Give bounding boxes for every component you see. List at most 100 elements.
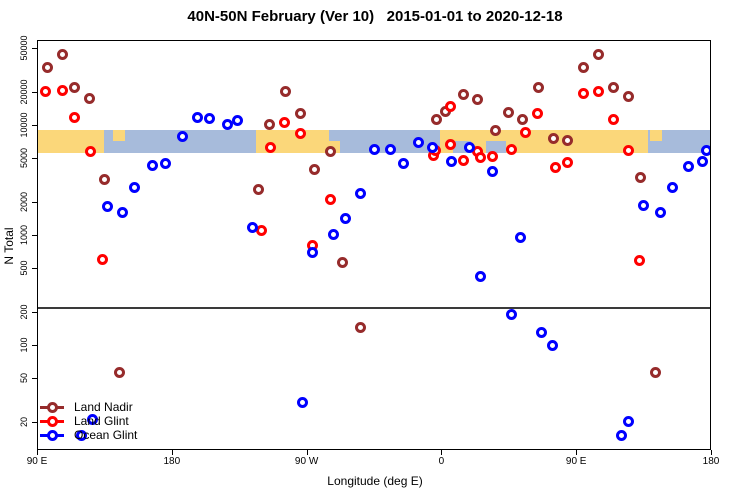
band-segment-land xyxy=(255,130,340,153)
y-tick xyxy=(32,91,37,93)
data-point-land-glint xyxy=(549,162,561,174)
x-axis-label: Longitude (deg E) xyxy=(327,474,423,488)
y-tick-label: 20 xyxy=(19,416,29,427)
data-point-land-glint xyxy=(486,150,498,162)
data-point-land-glint xyxy=(97,253,109,265)
y-tick xyxy=(32,311,37,313)
x-tick xyxy=(306,450,308,455)
data-point-land-nadir xyxy=(561,134,573,146)
data-point-land-glint xyxy=(474,151,486,163)
data-point-ocean-glint xyxy=(515,232,527,244)
data-point-land-glint xyxy=(593,86,605,98)
data-point-land-glint xyxy=(325,194,337,206)
data-point-land-nadir xyxy=(56,48,68,60)
data-point-ocean-glint xyxy=(76,430,88,442)
data-point-ocean-glint xyxy=(446,155,458,167)
data-point-ocean-glint xyxy=(623,416,635,428)
data-point-land-glint xyxy=(578,87,590,99)
data-point-land-nadir xyxy=(623,91,635,103)
data-point-ocean-glint xyxy=(128,182,140,194)
data-point-land-nadir xyxy=(593,48,605,60)
data-point-ocean-glint xyxy=(426,142,438,154)
data-point-land-glint xyxy=(295,127,307,139)
y-tick xyxy=(32,235,37,236)
data-point-ocean-glint xyxy=(506,308,518,320)
data-point-land-nadir xyxy=(253,183,265,195)
data-point-ocean-glint xyxy=(160,157,172,169)
data-point-land-glint xyxy=(265,141,277,153)
legend: Land Nadir Land Glint Ocean Glint xyxy=(40,400,137,442)
data-point-land-glint xyxy=(561,156,573,168)
data-point-land-glint xyxy=(608,113,620,125)
y-tick-label: 200 xyxy=(19,304,29,320)
x-tick xyxy=(171,450,173,455)
data-point-ocean-glint xyxy=(546,339,558,351)
x-tick-label: 0 xyxy=(438,456,445,467)
x-tick-label: 90 W xyxy=(294,456,319,467)
y-tick xyxy=(32,345,37,346)
legend-item-land-glint: Land Glint xyxy=(40,414,137,428)
data-point-ocean-glint xyxy=(340,213,352,225)
data-point-ocean-glint xyxy=(221,118,233,130)
data-point-land-nadir xyxy=(503,106,515,118)
data-point-land-nadir xyxy=(98,173,110,185)
x-tick xyxy=(37,450,38,455)
x-tick xyxy=(576,450,578,455)
data-point-ocean-glint xyxy=(191,112,203,124)
data-point-land-nadir xyxy=(41,62,53,74)
x-tick-label: 90 E xyxy=(565,456,587,467)
data-point-land-glint xyxy=(458,154,470,166)
data-point-land-nadir xyxy=(263,118,275,130)
data-point-ocean-glint xyxy=(368,143,380,155)
y-tick-label: 50 xyxy=(19,373,29,384)
data-point-land-nadir xyxy=(337,257,349,269)
data-point-land-glint xyxy=(444,101,456,113)
band-patch-land xyxy=(649,130,662,142)
y-tick xyxy=(32,158,37,160)
y-tick xyxy=(32,48,37,50)
data-point-land-nadir xyxy=(431,113,443,125)
data-point-ocean-glint xyxy=(146,159,158,171)
y-tick-label: 5000 xyxy=(19,148,29,169)
reference-line xyxy=(37,307,711,310)
y-tick-label: 1000 xyxy=(19,224,29,246)
data-point-ocean-glint xyxy=(116,207,128,219)
data-point-ocean-glint xyxy=(355,187,367,199)
y-tick-label: 100 xyxy=(19,337,29,353)
data-point-land-nadir xyxy=(489,124,501,136)
legend-item-land-nadir: Land Nadir xyxy=(40,400,137,414)
data-point-land-nadir xyxy=(516,113,528,125)
data-point-ocean-glint xyxy=(474,270,486,282)
y-tick xyxy=(32,378,37,380)
data-point-land-glint xyxy=(444,138,456,150)
data-point-ocean-glint xyxy=(101,201,113,213)
data-point-land-glint xyxy=(68,111,80,123)
x-tick-label: 90 E xyxy=(26,456,48,467)
data-point-land-nadir xyxy=(578,62,590,74)
data-point-land-glint xyxy=(56,85,68,97)
plot-area xyxy=(37,40,711,450)
y-tick xyxy=(32,201,37,203)
legend-marker-icon xyxy=(40,401,64,413)
data-point-ocean-glint xyxy=(654,207,666,219)
data-point-ocean-glint xyxy=(486,165,498,177)
data-point-land-nadir xyxy=(68,81,80,93)
y-tick-label: 2000 xyxy=(19,191,29,212)
y-tick-label: 50000 xyxy=(19,35,29,61)
data-point-ocean-glint xyxy=(413,136,425,148)
data-point-ocean-glint xyxy=(86,414,98,426)
data-point-ocean-glint xyxy=(464,142,476,154)
data-point-land-nadir xyxy=(295,108,307,120)
data-point-land-glint xyxy=(633,254,645,266)
data-point-ocean-glint xyxy=(203,113,215,125)
legend-marker-icon xyxy=(40,429,64,441)
data-point-ocean-glint xyxy=(176,131,188,143)
data-point-ocean-glint xyxy=(232,115,244,127)
data-point-land-glint xyxy=(256,225,268,237)
y-tick xyxy=(32,125,37,126)
data-point-land-nadir xyxy=(83,92,95,104)
data-point-land-nadir xyxy=(471,94,483,106)
band-patch-land xyxy=(113,130,126,142)
data-point-ocean-glint xyxy=(536,326,548,338)
